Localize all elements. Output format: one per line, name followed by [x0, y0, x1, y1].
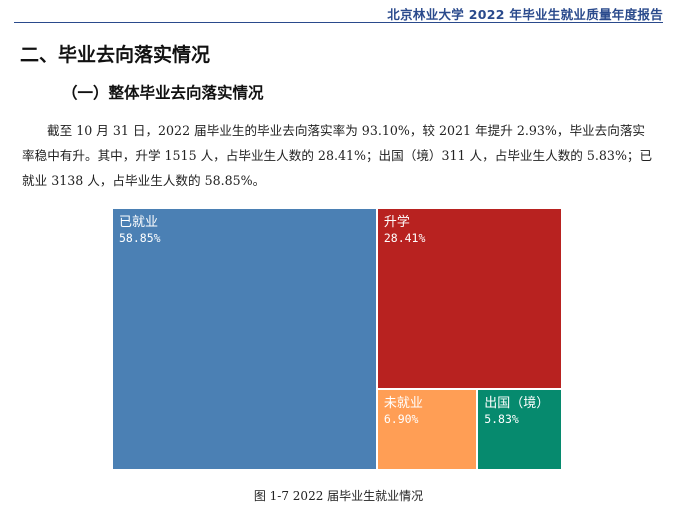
header-divider — [14, 22, 663, 23]
treemap-tile-value: 28.41% — [383, 231, 426, 245]
treemap-tile-value: 5.83% — [484, 411, 519, 426]
treemap-tile: 升学 28.41% — [376, 208, 562, 389]
report-header-title: 北京林业大学 2022 年毕业生就业质量年度报告 — [387, 7, 663, 22]
figure-caption: 图 1-7 2022 届毕业生就业情况 — [253, 489, 424, 503]
treemap-tile: 出国（境） 5.83% — [477, 388, 562, 470]
treemap-tile-label: 升学 — [383, 215, 410, 230]
treemap-tile-label: 已就业 — [119, 215, 159, 230]
treemap-tile-label: 出国（境） — [484, 395, 550, 411]
treemap-tile-value: 58.85% — [119, 231, 161, 245]
section-title: 二、毕业去向落实情况 — [20, 44, 211, 66]
body-paragraph: 截至 10 月 31 日，2022 届毕业生的毕业去向落实率为 93.10%，较… — [22, 118, 656, 193]
treemap-chart: 已就业 58.85% 升学 28.41% 未就业 6.90% 出国（境） 5.83% — [112, 208, 562, 470]
subsection-title: （一）整体毕业去向落实情况 — [62, 84, 264, 102]
treemap-tile: 已就业 58.85% — [112, 208, 377, 470]
treemap-tile-label: 未就业 — [383, 395, 423, 411]
treemap-tile: 未就业 6.90% — [376, 388, 478, 470]
paragraph-text: 截至 10 月 31 日，2022 届毕业生的毕业去向落实率为 93.10%，较… — [22, 123, 653, 188]
treemap-tile-value: 6.90% — [383, 411, 419, 426]
